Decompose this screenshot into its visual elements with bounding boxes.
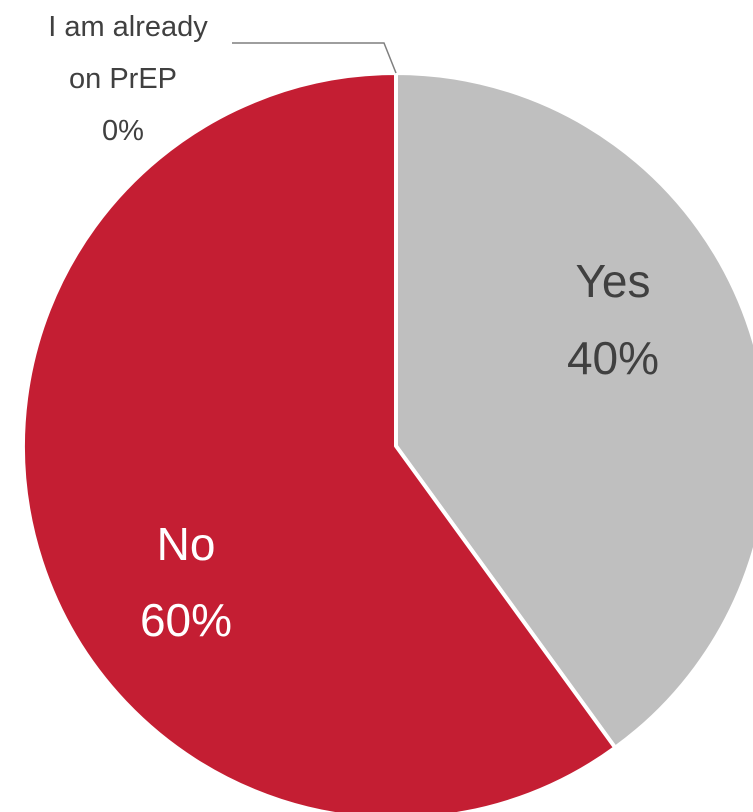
slice-value-no: 60% (140, 594, 232, 646)
pie-slice-no (21, 71, 618, 812)
pie-slices (21, 71, 753, 812)
slice-value-yes: 40% (567, 332, 659, 384)
slice-label-yes: Yes (575, 255, 650, 307)
leader-line-already-on-prep (232, 42, 397, 74)
slice-label-no: No (157, 518, 216, 570)
pie-slice-yes (394, 71, 753, 750)
slice-label-already-on-prep-line2: on PrEP (69, 63, 177, 95)
slice-label-already-on-prep-line1: I am already (48, 11, 208, 43)
slice-value-already-on-prep: 0% (102, 115, 144, 147)
